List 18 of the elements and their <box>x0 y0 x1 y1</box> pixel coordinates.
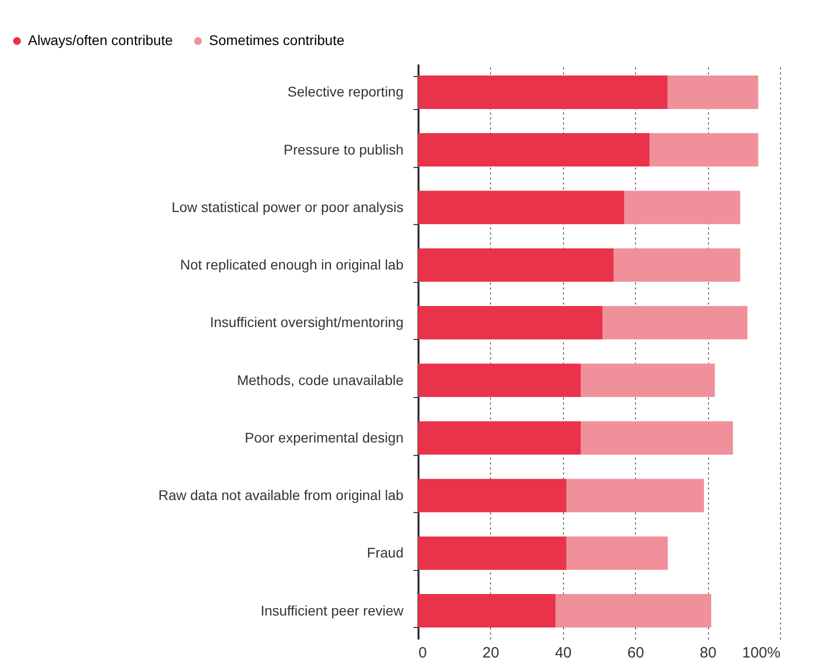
y-tick-label: Raw data not available from original lab <box>158 487 404 504</box>
x-tick-label: 80 <box>700 644 716 662</box>
x-tick-label: 20 <box>482 644 500 662</box>
y-tick-label: Insufficient oversight/mentoring <box>210 314 404 330</box>
y-tick-label: Methods, code unavailable <box>236 372 404 388</box>
y-tick-label: Poor experimental design <box>244 429 404 446</box>
y-tick-label: Fraud <box>366 544 404 561</box>
x-tick-label: 0 <box>418 644 427 662</box>
y-tick-label: Selective reporting <box>288 84 404 100</box>
legend-label: Always/often contribute <box>28 32 173 48</box>
legend-label: Sometimes contribute <box>209 32 345 48</box>
y-tick-label: Low statistical power or poor analysis <box>172 198 404 215</box>
y-tick-label: Pressure to publish <box>284 141 404 158</box>
y-tick-label: Not replicated enough in original lab <box>180 256 404 273</box>
x-tick-label: 60 <box>627 644 644 662</box>
x-tick-label: 100% <box>742 644 780 662</box>
y-tick-label: Insufficient peer review <box>260 602 404 618</box>
x-tick-label: 40 <box>554 644 572 662</box>
